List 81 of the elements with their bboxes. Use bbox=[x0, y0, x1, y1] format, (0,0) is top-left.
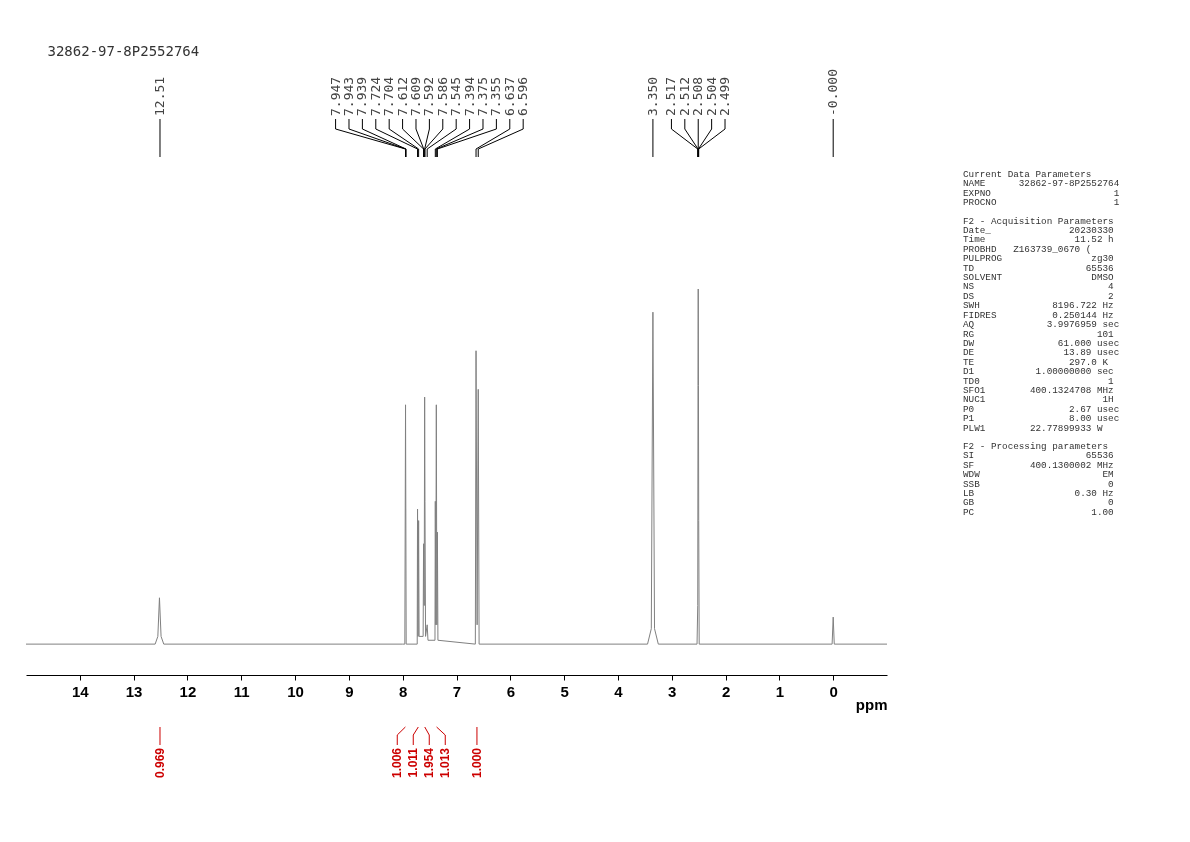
annotation: 2.508 bbox=[690, 76, 706, 116]
annotation: 7.586 bbox=[434, 76, 450, 116]
annotation: 7.355 bbox=[488, 76, 504, 116]
text: PROBHD Z163739_0670 ( bbox=[963, 243, 1093, 255]
text: SF 400.1300002 MHz bbox=[963, 459, 1115, 471]
annotation: 7.545 bbox=[448, 76, 464, 116]
annotation: 7.592 bbox=[421, 76, 437, 116]
x-tick-label: 2 bbox=[721, 682, 731, 700]
annotation: 7.394 bbox=[461, 76, 477, 116]
text: NAME 32862-97-8P2552764 bbox=[963, 178, 1120, 190]
text: AQ 3.9976959 sec bbox=[963, 319, 1120, 331]
text: WDW EM bbox=[963, 469, 1115, 481]
x-tick-label: 10 bbox=[287, 682, 304, 700]
text: P1 8.00 usec bbox=[963, 413, 1120, 425]
text: TD0 1 bbox=[963, 375, 1115, 387]
text: PLW1 22.77899933 W bbox=[963, 422, 1104, 434]
text: PROCNO 1 bbox=[963, 197, 1120, 209]
annotation: 2.517 bbox=[663, 76, 679, 116]
text: SSB 0 bbox=[963, 478, 1115, 490]
x-tick-label: 3 bbox=[668, 682, 677, 700]
x-axis-title: ppm bbox=[855, 695, 888, 713]
text: F2 - Acquisition Parameters bbox=[963, 215, 1115, 227]
x-tick-label: 6 bbox=[506, 682, 515, 700]
x-tick-label: 13 bbox=[125, 682, 143, 700]
text: EXPNO 1 bbox=[963, 187, 1120, 199]
chart-title: 32862-97-8P2552764 bbox=[47, 43, 200, 60]
annotation: 2.499 bbox=[717, 76, 733, 116]
text: P0 2.67 usec bbox=[963, 403, 1120, 415]
annotation: 2.504 bbox=[703, 76, 719, 116]
annotation: 0.969 bbox=[152, 747, 167, 779]
text: TE 297.0 K bbox=[963, 356, 1110, 368]
annotation: 7.612 bbox=[394, 76, 410, 116]
text: DE 13.89 usec bbox=[963, 347, 1120, 359]
x-tick-label: 1 bbox=[775, 682, 785, 700]
text: LB 0.30 Hz bbox=[963, 488, 1115, 499]
x-tick-label: 11 bbox=[233, 682, 250, 700]
text: SOLVENT DMSO bbox=[963, 272, 1115, 284]
x-tick-label: 12 bbox=[179, 682, 197, 700]
x-tick-label: 0 bbox=[829, 682, 838, 700]
annotation: 1.011 bbox=[406, 747, 421, 778]
annotation: -0.000 bbox=[825, 69, 841, 116]
annotation: 1.954 bbox=[422, 747, 437, 779]
x-tick-label: 9 bbox=[345, 682, 354, 700]
text: NUC1 1H bbox=[963, 394, 1115, 406]
text: FIDRES 0.250144 Hz bbox=[963, 309, 1115, 321]
text: DS 2 bbox=[963, 290, 1115, 302]
annotation: 7.947 bbox=[327, 76, 343, 116]
annotation: 6.596 bbox=[515, 76, 531, 116]
x-tick-label: 4 bbox=[614, 682, 624, 700]
text: PULPROG zg30 bbox=[963, 253, 1115, 265]
annotation: 12.51 bbox=[151, 76, 167, 116]
x-tick-label: 7 bbox=[452, 682, 462, 700]
annotation: 7.375 bbox=[474, 76, 490, 116]
annotation: 7.943 bbox=[340, 76, 356, 116]
text: NS 4 bbox=[963, 281, 1115, 293]
annotation: 7.939 bbox=[354, 76, 370, 116]
text: RG 101 bbox=[963, 328, 1115, 340]
annotation: 3.350 bbox=[644, 76, 660, 116]
annotation: 7.704 bbox=[381, 76, 397, 116]
text: D1 1.00000000 sec bbox=[963, 366, 1115, 378]
annotation: 1.006 bbox=[390, 747, 405, 779]
annotation: 2.512 bbox=[676, 76, 692, 116]
annotation: 1.013 bbox=[438, 747, 453, 779]
text: Date_ 20230330 bbox=[963, 225, 1115, 237]
text: PC 1.00 bbox=[963, 506, 1115, 518]
text: GB 0 bbox=[963, 497, 1115, 509]
annotation: 7.609 bbox=[407, 76, 423, 116]
text: F2 - Processing parameters bbox=[963, 440, 1110, 452]
text: SWH 8196.722 Hz bbox=[963, 300, 1115, 312]
text: Current Data Parameters bbox=[963, 169, 1093, 180]
x-tick-label: 14 bbox=[71, 682, 90, 700]
text: Time 11.52 h bbox=[963, 234, 1115, 246]
text: SI 65536 bbox=[963, 450, 1115, 462]
text: TD 65536 bbox=[963, 262, 1115, 274]
x-tick-label: 5 bbox=[560, 682, 569, 700]
annotation: 1.000 bbox=[469, 747, 484, 779]
x-tick-label: 8 bbox=[399, 682, 408, 700]
annotation: 7.724 bbox=[367, 76, 383, 116]
text: SFO1 400.1324708 MHz bbox=[963, 384, 1115, 396]
annotation: 6.637 bbox=[501, 76, 517, 116]
text: DW 61.000 usec bbox=[963, 337, 1120, 349]
